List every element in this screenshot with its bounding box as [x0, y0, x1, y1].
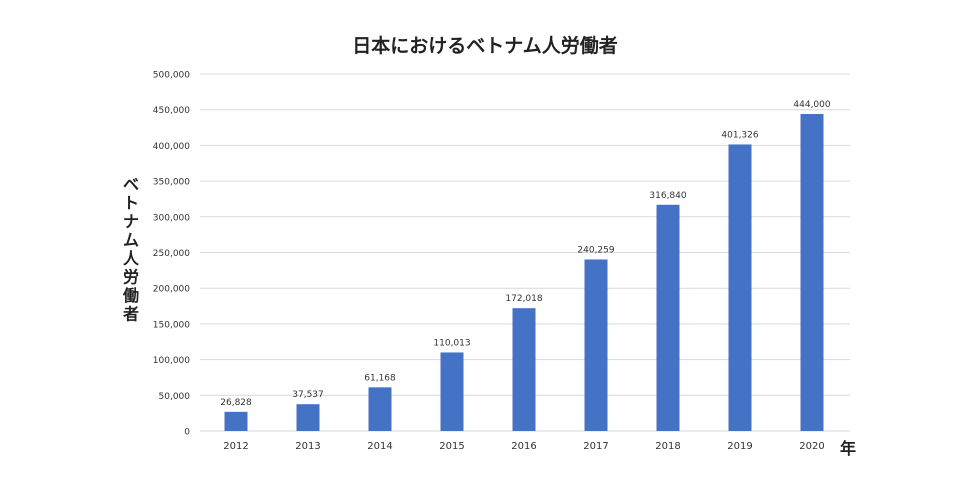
x-tick-label: 2020 [799, 441, 824, 452]
chart-title: 日本におけるベトナム人労働者 [352, 34, 617, 57]
bar-2017 [584, 259, 608, 431]
y-axis-label-char: 者 [122, 305, 139, 324]
bar-2013 [296, 404, 320, 431]
y-tick-label: 450,000 [153, 106, 190, 116]
x-tick-label: 2017 [583, 441, 608, 452]
gridlines [200, 73, 850, 432]
data-label: 172,018 [505, 294, 542, 304]
data-label: 110,013 [433, 338, 470, 348]
y-axis-label-char: ベ [123, 175, 139, 194]
bar-2016 [512, 308, 536, 431]
y-axis-label-char: 労 [123, 268, 139, 287]
y-axis-label-char: ト [123, 194, 139, 213]
x-tick-label: 2018 [655, 441, 680, 452]
y-tick-label: 500,000 [153, 71, 190, 81]
bar-2012 [224, 411, 248, 431]
x-axis-label: 年 [840, 439, 856, 458]
y-axis-label-char: 人 [123, 249, 140, 268]
y-tick-label: 300,000 [153, 213, 190, 223]
y-axis-label: ベトナム人労働者 [122, 175, 140, 324]
y-tick-label: 100,000 [153, 356, 190, 366]
y-axis-label-char: ム [123, 231, 139, 250]
bar-2019 [728, 144, 752, 431]
data-label: 37,537 [292, 390, 324, 400]
x-tick-label: 2013 [295, 441, 320, 452]
x-tick-label: 2015 [439, 441, 464, 452]
data-labels: 26,828 37,537 61,168 110,013 172,018 240,259 3… [220, 100, 831, 408]
x-tick-label: 2019 [727, 441, 752, 452]
x-tick-label: 2014 [367, 441, 392, 452]
data-label: 26,828 [220, 398, 252, 408]
x-tick-label: 2012 [223, 441, 248, 452]
data-label: 401,326 [721, 130, 758, 140]
bar-2018 [656, 204, 680, 431]
bar-2015 [440, 352, 464, 431]
bars [224, 113, 824, 431]
y-axis-label-char: 働 [122, 286, 139, 305]
data-label: 316,840 [649, 191, 686, 201]
y-tick-label: 50,000 [159, 392, 191, 402]
y-tick-label: 0 [184, 428, 190, 438]
x-axis-ticks: 2012 2013 2014 2015 2016 2017 2018 2019 2020 [223, 441, 824, 452]
data-label: 240,259 [577, 245, 614, 255]
x-tick-label: 2016 [511, 441, 536, 452]
y-tick-label: 400,000 [153, 142, 190, 152]
bar-2020 [800, 113, 824, 431]
data-label: 444,000 [793, 100, 830, 110]
y-tick-label: 150,000 [153, 320, 190, 330]
data-label: 61,168 [364, 373, 396, 383]
y-tick-label: 200,000 [153, 285, 190, 295]
y-axis-ticks: 0 50,000 100,000 150,000 200,000 250,000 300,0… [153, 71, 190, 438]
y-tick-label: 350,000 [153, 178, 190, 188]
y-tick-label: 250,000 [153, 249, 190, 259]
bar-2014 [368, 387, 392, 431]
y-axis-label-char: ナ [123, 212, 139, 231]
